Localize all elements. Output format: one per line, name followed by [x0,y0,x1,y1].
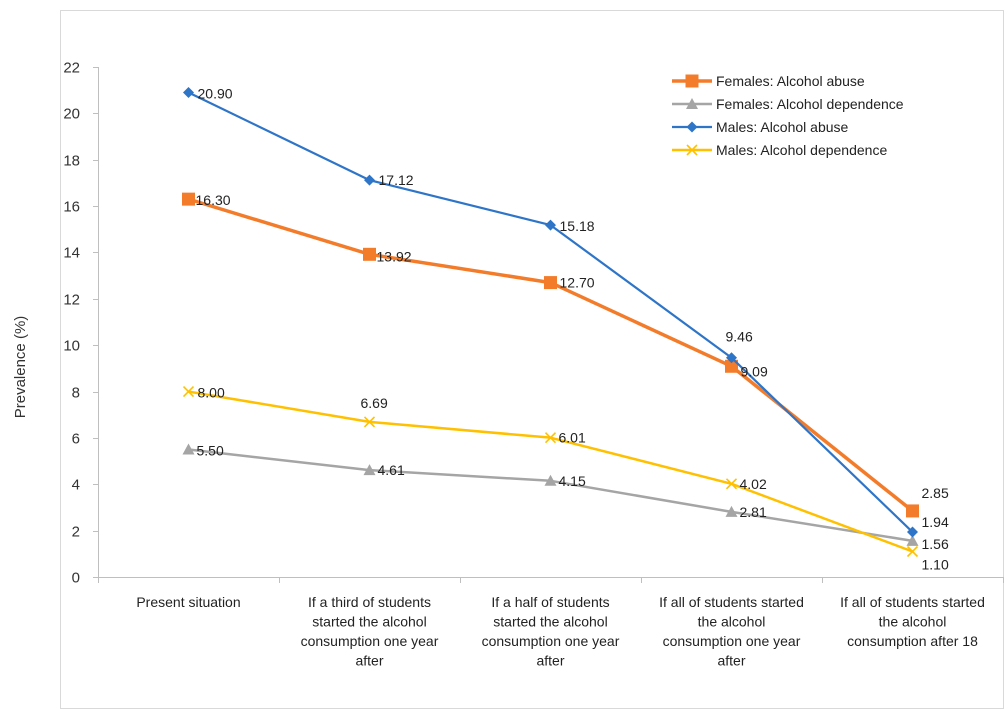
data-point [906,534,919,546]
y-tick-label: 22 [63,60,80,77]
data-point [725,505,738,517]
data-label: 2.81 [740,504,767,520]
data-point [182,192,195,206]
data-label: 15.18 [560,218,595,234]
data-label: 13.92 [377,248,412,264]
data-point [725,478,738,490]
legend-label: Females: Alcohol dependence [716,96,904,112]
legend-entry: Males: Alcohol dependence [672,142,887,158]
data-label: 9.46 [726,329,753,345]
data-point [906,504,919,518]
data-point [725,359,738,373]
data-label: 4.61 [378,462,405,478]
data-point [544,276,557,290]
y-tick-label: 18 [63,153,80,170]
legend-label: Females: Alcohol abuse [716,73,865,89]
data-point [544,474,557,486]
x-tick-label: If all of students started the alcohol con… [659,594,804,669]
data-label: 16.30 [196,192,231,208]
series-females-alcohol-dependence [182,443,919,546]
legend-label: Males: Alcohol abuse [716,119,849,135]
legend-marker [686,144,698,156]
y-tick-label: 20 [63,106,80,123]
data-point [183,87,194,98]
axes: 0 2 4 6 8 10 12 14 16 18 20 22 Present situation If a… [63,60,1004,669]
y-tick-label: 0 [72,570,80,587]
y-axis-label: Prevalence (%) [12,316,29,419]
series-males-alcohol-dependence [182,385,919,558]
data-point [363,247,376,261]
data-label: 9.09 [741,363,768,379]
data-label: 1.56 [922,536,949,552]
data-point [907,526,918,538]
y-tick-label: 14 [63,245,80,262]
data-point [363,464,376,476]
data-label: 5.50 [197,443,224,459]
data-label: 12.70 [560,275,595,291]
legend-marker [685,74,699,88]
data-point [182,385,195,398]
data-label: 4.15 [559,473,586,489]
data-point [726,352,737,364]
data-label: 17.12 [379,172,414,188]
y-tick-label: 4 [72,477,80,494]
legend: Females: Alcohol abuse Females: Alcohol d… [672,73,904,158]
data-point [545,219,556,231]
legend-entry: Females: Alcohol abuse [672,73,865,89]
x-tick-label: If a third of students started the alcoho… [301,594,439,669]
legend-entry: Females: Alcohol dependence [672,96,904,112]
legend-marker [686,98,698,109]
data-point [364,174,375,186]
data-label: 4.02 [740,476,767,492]
legend-entry: Males: Alcohol abuse [672,119,849,135]
data-label: 8.00 [198,385,225,401]
y-tick-label: 8 [72,385,80,402]
data-label: 20.90 [198,86,233,102]
x-tick-label: If a half of students started the alcohol… [482,594,620,669]
y-tick-label: 6 [72,431,80,448]
x-tick-label: If all of students started the alcohol con… [840,594,985,649]
y-tick-label: 10 [63,338,80,355]
x-tick-label: Present situation [136,594,240,610]
data-label: 2.85 [922,485,949,501]
data-point [906,545,919,558]
series-males-alcohol-abuse [183,87,918,538]
data-label: 6.69 [361,395,388,411]
series-layer: 16.30 13.92 12.70 9.09 2.85 5.50 4.61 4.15 2.81 1… [182,86,949,573]
data-point [182,443,195,455]
data-point [544,432,557,444]
y-tick-label: 16 [63,199,80,216]
legend-marker [686,121,698,133]
chart-border [60,10,1004,709]
data-point [363,416,376,428]
data-label: 1.94 [922,514,949,530]
data-label: 6.01 [559,430,586,446]
legend-label: Males: Alcohol dependence [716,142,887,158]
data-label: 1.10 [922,557,949,573]
y-tick-label: 12 [63,292,80,309]
y-tick-label: 2 [72,524,80,541]
